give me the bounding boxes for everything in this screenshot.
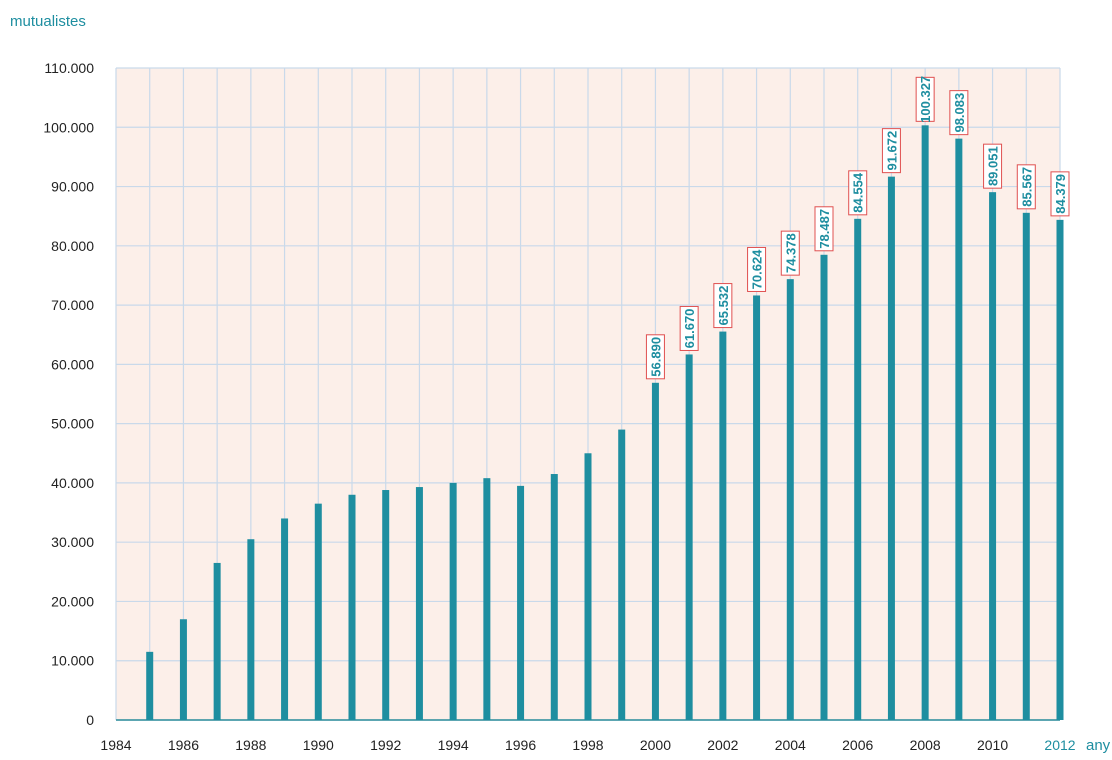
bar-1996 [517, 485, 525, 720]
bar-1989 [281, 518, 289, 720]
data-label-2011: 85.567 [1019, 167, 1034, 207]
bar-2009 [955, 138, 963, 720]
x-tick-label: 1986 [168, 737, 199, 753]
y-tick-label: 90.000 [51, 179, 94, 195]
bar-2011 [1022, 212, 1030, 721]
bar-1995 [483, 478, 491, 720]
x-tick-label: 2004 [775, 737, 806, 753]
y-tick-label: 0 [86, 712, 94, 728]
data-label-2001: 61.670 [682, 309, 697, 349]
x-tick-label: 2008 [910, 737, 941, 753]
data-label-2006: 84.554 [851, 172, 866, 213]
y-tick-label: 100.000 [43, 119, 94, 135]
x-axis-title: any [1086, 737, 1111, 754]
bar-2008 [921, 125, 929, 720]
data-label-2012: 84.379 [1053, 174, 1068, 214]
data-label-box [983, 143, 1003, 189]
y-tick-label: 60.000 [51, 356, 94, 372]
bar-1999 [618, 429, 626, 720]
x-tick-label: 1990 [303, 737, 334, 753]
bar-2002 [719, 331, 727, 720]
data-label-box [1050, 171, 1070, 217]
x-tick-label: 2002 [707, 737, 738, 753]
y-tick-label: 20.000 [51, 593, 94, 609]
data-label-2007: 91.672 [884, 131, 899, 171]
x-tick-label: 1996 [505, 737, 536, 753]
bar-1985 [146, 651, 154, 720]
bar-2000 [651, 382, 659, 720]
bar-2005 [820, 254, 828, 721]
x-tick-label: 2006 [842, 737, 873, 753]
data-label-box [915, 76, 935, 122]
data-label-box [1016, 164, 1036, 210]
y-tick-label: 50.000 [51, 416, 94, 432]
data-label-2002: 65.532 [716, 286, 731, 326]
y-tick-label: 70.000 [51, 297, 94, 313]
bar-2007 [887, 176, 895, 720]
data-label-box [814, 206, 834, 252]
x-tick-label: 1984 [100, 737, 131, 753]
data-label-box [645, 334, 665, 380]
data-label-2005: 78.487 [817, 209, 832, 249]
x-tick-label: 1988 [235, 737, 266, 753]
data-label-box [780, 230, 800, 276]
bar-2001 [685, 354, 693, 720]
bar-2004 [786, 279, 794, 720]
x-tick-label: 1994 [438, 737, 469, 753]
data-label-box [713, 283, 733, 329]
data-label-2008: 100.327 [918, 76, 933, 123]
bar-2010 [989, 192, 997, 721]
y-tick-label: 80.000 [51, 238, 94, 254]
x-tick-label: 2012 [1044, 737, 1075, 753]
bar-2006 [854, 218, 862, 720]
x-tick-label: 2000 [640, 737, 671, 753]
y-tick-label: 110.000 [44, 60, 94, 76]
y-tick-label: 40.000 [51, 475, 94, 491]
bar-1998 [584, 453, 592, 720]
x-tick-label: 1992 [370, 737, 401, 753]
x-tick-label: 1998 [572, 737, 603, 753]
bar-2003 [753, 295, 761, 720]
bar-1997 [550, 474, 558, 720]
data-label-box [881, 128, 901, 174]
data-label-2009: 98.083 [952, 93, 967, 133]
y-tick-label: 10.000 [51, 653, 94, 669]
bar-2012 [1056, 219, 1064, 720]
bar-1993 [415, 487, 423, 720]
bar-1991 [348, 494, 356, 720]
bar-1987 [213, 562, 221, 720]
data-label-box [949, 90, 969, 136]
data-label-box [747, 246, 767, 292]
data-label-2004: 74.378 [783, 233, 798, 273]
bar-1988 [247, 539, 255, 720]
data-label-2010: 89.051 [986, 146, 1001, 186]
y-tick-label: 30.000 [51, 534, 94, 550]
bar-1992 [382, 490, 390, 720]
x-tick-label: 2010 [977, 737, 1008, 753]
bar-1990 [314, 503, 322, 720]
bar-1994 [449, 482, 457, 720]
data-label-box [679, 305, 699, 351]
y-axis-title: mutualistes [10, 13, 86, 30]
data-label-2000: 56.890 [648, 337, 663, 377]
data-label-2003: 70.624 [750, 249, 765, 290]
bar-1986 [179, 619, 187, 720]
data-label-box [848, 170, 868, 216]
